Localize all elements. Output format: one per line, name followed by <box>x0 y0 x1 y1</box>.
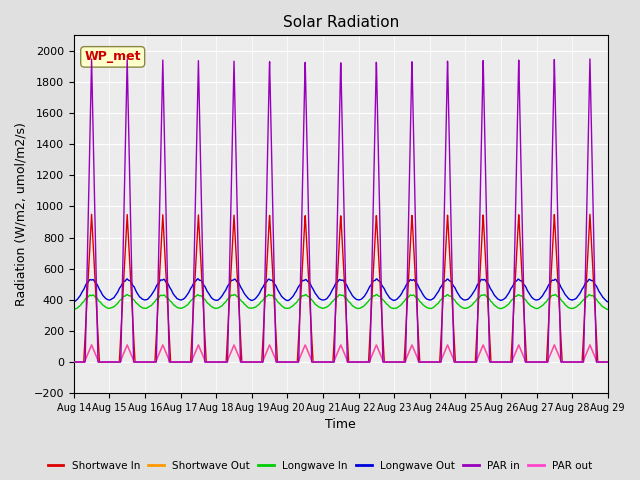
X-axis label: Time: Time <box>325 419 356 432</box>
Title: Solar Radiation: Solar Radiation <box>283 15 399 30</box>
Text: WP_met: WP_met <box>84 50 141 63</box>
Y-axis label: Radiation (W/m2, umol/m2/s): Radiation (W/m2, umol/m2/s) <box>15 122 28 306</box>
Legend: Shortwave In, Shortwave Out, Longwave In, Longwave Out, PAR in, PAR out: Shortwave In, Shortwave Out, Longwave In… <box>44 456 596 475</box>
